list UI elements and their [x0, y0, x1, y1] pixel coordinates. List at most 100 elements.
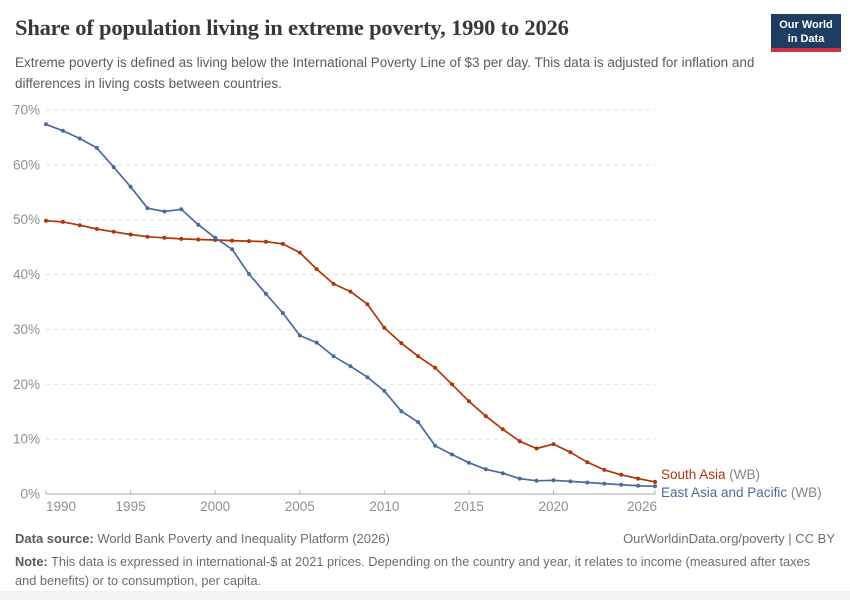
- point-east-asia-and-pacific-wb-2016[interactable]: [483, 467, 488, 472]
- line-south-asia-wb[interactable]: [45, 219, 656, 483]
- point-east-asia-and-pacific-wb-2006[interactable]: [314, 340, 319, 345]
- legend-south-asia[interactable]: South Asia (WB): [661, 467, 760, 482]
- point-south-asia-wb-2025[interactable]: [636, 476, 641, 481]
- x-tick-label-2010: 2010: [369, 499, 399, 514]
- point-south-asia-wb-2005[interactable]: [297, 250, 302, 255]
- point-south-asia-wb-2010[interactable]: [382, 325, 387, 330]
- point-east-asia-and-pacific-wb-2012[interactable]: [416, 420, 421, 425]
- y-gridlines: [46, 109, 655, 440]
- line-chart: 0% 10% 20% 30% 40% 50% 60% 70% 1990 1995 2000 2005 2…: [13, 103, 657, 514]
- point-south-asia-wb-1993[interactable]: [94, 227, 99, 231]
- point-south-asia-wb-2015[interactable]: [466, 399, 471, 404]
- x-tick-label-1990: 1990: [46, 499, 76, 514]
- point-south-asia-wb-2019[interactable]: [534, 446, 539, 451]
- y-tick-label-50: 50%: [13, 212, 40, 227]
- point-south-asia-wb-2014[interactable]: [450, 382, 454, 387]
- point-south-asia-wb-1999[interactable]: [196, 237, 201, 242]
- point-east-asia-and-pacific-wb-2011[interactable]: [399, 409, 404, 414]
- point-south-asia-wb-1990[interactable]: [44, 218, 48, 223]
- point-south-asia-wb-1996[interactable]: [145, 234, 150, 239]
- point-south-asia-wb-1991[interactable]: [60, 219, 65, 224]
- x-tick-label-2000: 2000: [200, 499, 230, 514]
- point-east-asia-and-pacific-wb-2017[interactable]: [500, 471, 505, 476]
- x-tick-label-2026: 2026: [627, 499, 657, 514]
- point-east-asia-and-pacific-wb-1993[interactable]: [94, 145, 99, 150]
- owid-logo[interactable]: Our World in Data: [771, 14, 841, 52]
- point-south-asia-wb-2003[interactable]: [263, 239, 268, 244]
- point-east-asia-and-pacific-wb-2007[interactable]: [331, 354, 336, 359]
- point-east-asia-and-pacific-wb-1996[interactable]: [145, 206, 150, 211]
- point-south-asia-wb-2026[interactable]: [653, 479, 657, 484]
- point-south-asia-wb-2022[interactable]: [585, 460, 590, 465]
- point-south-asia-wb-2011[interactable]: [399, 341, 404, 346]
- point-east-asia-and-pacific-wb-1999[interactable]: [196, 222, 201, 227]
- point-east-asia-and-pacific-wb-1995[interactable]: [128, 184, 133, 189]
- point-east-asia-and-pacific-wb-2003[interactable]: [263, 291, 268, 296]
- point-south-asia-wb-2009[interactable]: [365, 302, 370, 307]
- point-south-asia-wb-2006[interactable]: [314, 267, 319, 272]
- owid-logo-line1: Our World: [779, 19, 833, 31]
- x-tick-label-2020: 2020: [538, 499, 568, 514]
- point-east-asia-and-pacific-wb-2024[interactable]: [619, 482, 624, 487]
- series-east-asia-and-pacific-wb: [44, 122, 657, 489]
- point-east-asia-and-pacific-wb-1990[interactable]: [44, 122, 48, 127]
- point-east-asia-and-pacific-wb-2000[interactable]: [213, 235, 218, 240]
- point-east-asia-and-pacific-wb-2013[interactable]: [433, 443, 438, 448]
- y-axis-labels: 0% 10% 20% 30% 40% 50% 60% 70%: [13, 103, 40, 502]
- point-south-asia-wb-2008[interactable]: [348, 289, 353, 294]
- legend-south-asia-label: South Asia: [661, 467, 726, 482]
- point-east-asia-and-pacific-wb-2021[interactable]: [568, 479, 573, 484]
- point-east-asia-and-pacific-wb-2001[interactable]: [230, 247, 235, 252]
- point-south-asia-wb-2021[interactable]: [568, 450, 573, 455]
- point-east-asia-and-pacific-wb-2002[interactable]: [247, 272, 251, 276]
- point-east-asia-and-pacific-wb-2022[interactable]: [585, 480, 590, 485]
- point-south-asia-wb-2012[interactable]: [416, 354, 421, 359]
- point-east-asia-and-pacific-wb-1994[interactable]: [111, 165, 116, 170]
- point-south-asia-wb-2001[interactable]: [230, 238, 235, 243]
- point-south-asia-wb-2007[interactable]: [331, 281, 336, 286]
- point-east-asia-and-pacific-wb-2009[interactable]: [365, 375, 370, 380]
- owid-logo-line2: in Data: [787, 33, 825, 46]
- point-east-asia-and-pacific-wb-1998[interactable]: [179, 207, 184, 212]
- point-east-asia-and-pacific-wb-2025[interactable]: [636, 483, 641, 488]
- point-east-asia-and-pacific-wb-2008[interactable]: [348, 364, 353, 369]
- point-south-asia-wb-2002[interactable]: [247, 239, 251, 244]
- point-east-asia-and-pacific-wb-2019[interactable]: [534, 478, 539, 483]
- point-east-asia-and-pacific-wb-2010[interactable]: [382, 388, 387, 393]
- point-east-asia-and-pacific-wb-2026[interactable]: [653, 484, 657, 489]
- point-east-asia-and-pacific-wb-2023[interactable]: [602, 481, 607, 486]
- point-east-asia-and-pacific-wb-2005[interactable]: [297, 333, 302, 338]
- legend-south-asia-suffix: (WB): [725, 467, 761, 482]
- x-axis-labels: 1990 1995 2000 2005 2010 2015 2020 2026: [45, 490, 657, 514]
- point-east-asia-and-pacific-wb-2014[interactable]: [450, 452, 454, 457]
- point-south-asia-wb-2018[interactable]: [517, 439, 522, 444]
- series-south-asia-wb: [44, 218, 657, 484]
- point-east-asia-and-pacific-wb-2015[interactable]: [466, 460, 471, 465]
- point-south-asia-wb-2023[interactable]: [602, 467, 607, 472]
- point-south-asia-wb-1995[interactable]: [128, 232, 133, 237]
- point-south-asia-wb-1998[interactable]: [179, 236, 184, 241]
- legend-east-asia-pacific-suffix: (WB): [787, 485, 822, 500]
- point-south-asia-wb-1992[interactable]: [77, 223, 82, 228]
- owid-link[interactable]: OurWorldinData.org/poverty | CC BY: [623, 531, 835, 546]
- point-east-asia-and-pacific-wb-2004[interactable]: [280, 311, 285, 315]
- y-tick-label-70: 70%: [13, 103, 40, 118]
- point-south-asia-wb-1994[interactable]: [111, 229, 116, 234]
- point-east-asia-and-pacific-wb-1992[interactable]: [77, 136, 82, 141]
- line-east-asia-and-pacific-wb[interactable]: [45, 123, 656, 488]
- point-south-asia-wb-2013[interactable]: [433, 365, 438, 370]
- legend-east-asia-pacific[interactable]: East Asia and Pacific (WB): [661, 485, 822, 500]
- point-south-asia-wb-1997[interactable]: [162, 235, 167, 240]
- y-tick-label-0: 0%: [20, 487, 40, 502]
- footer-datasource-row: Data source: World Bank Poverty and Ineq…: [15, 531, 835, 546]
- point-south-asia-wb-2017[interactable]: [500, 427, 505, 432]
- point-south-asia-wb-2024[interactable]: [619, 472, 624, 477]
- point-south-asia-wb-2004[interactable]: [280, 241, 285, 246]
- point-south-asia-wb-2016[interactable]: [483, 414, 488, 419]
- point-east-asia-and-pacific-wb-2018[interactable]: [517, 476, 522, 481]
- point-east-asia-and-pacific-wb-2020[interactable]: [551, 478, 556, 483]
- point-east-asia-and-pacific-wb-1991[interactable]: [60, 128, 65, 133]
- point-east-asia-and-pacific-wb-1997[interactable]: [162, 209, 167, 214]
- point-south-asia-wb-2020[interactable]: [551, 442, 556, 447]
- y-tick-label-30: 30%: [13, 322, 40, 337]
